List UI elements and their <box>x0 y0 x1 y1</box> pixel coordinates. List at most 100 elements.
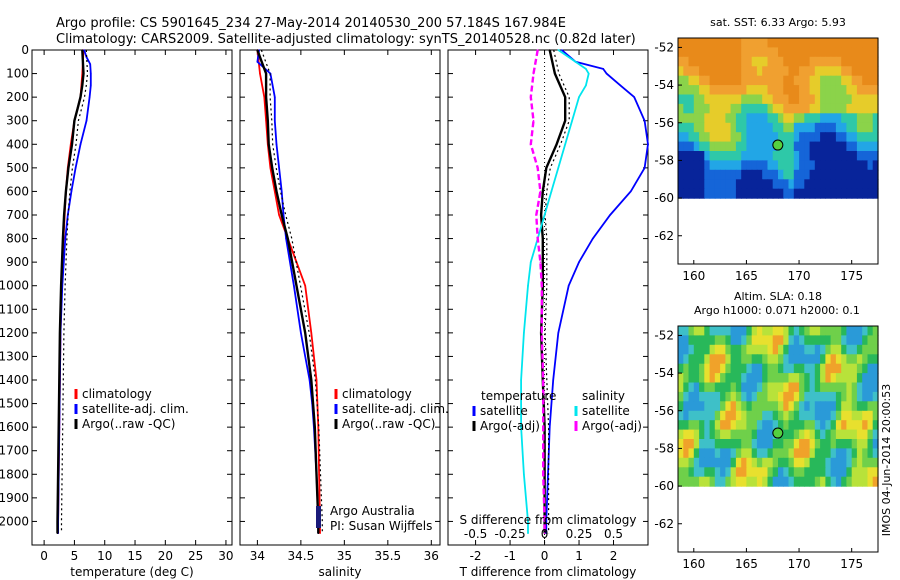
chart1-point <box>259 72 261 75</box>
map0-ytick-label: -60 <box>654 191 674 205</box>
chart0-point <box>76 108 79 110</box>
chart1-series-argo-adj-shadow <box>260 49 323 534</box>
chart2-point <box>542 426 544 428</box>
chart2-point <box>529 261 532 263</box>
chart0-ytick-label: 2000 <box>0 514 29 528</box>
chart2-point <box>539 190 542 193</box>
map0-title: sat. SST: 6.33 Argo: 5.93 <box>710 16 846 29</box>
map1-ytick-label: -52 <box>654 328 674 342</box>
map1-ytick-label: -62 <box>654 517 674 531</box>
chart2-point <box>602 68 604 70</box>
chart2-point <box>557 167 560 169</box>
chart0-point <box>56 532 59 535</box>
chart2-legend-title-left: temperature <box>481 389 556 403</box>
map0-ytick-label: -58 <box>654 153 674 167</box>
chart1-point <box>310 332 313 334</box>
chart0-point <box>67 167 70 169</box>
chart0-ytick-label: 1300 <box>0 349 29 363</box>
chart2-point <box>543 214 546 216</box>
map0-ytick-label: -54 <box>654 78 674 92</box>
map1-title: Altim. SLA: 0.18 <box>734 290 822 303</box>
chart1-point <box>271 167 273 169</box>
chart0-point <box>57 426 60 428</box>
map0-ytick-label: -56 <box>654 116 674 130</box>
chart1-point <box>317 532 320 535</box>
chart2-point <box>643 119 646 122</box>
chart0-point <box>74 167 77 169</box>
chart0-ytick-label: 0 <box>21 43 29 57</box>
map1-subtitle: Argo h1000: 0.071 h2000: 0.1 <box>694 304 860 317</box>
header-line2: Climatology: CARS2009. Satellite-adjuste… <box>56 32 636 47</box>
chart0-point <box>63 214 65 216</box>
chart0-ytick-label: 100 <box>6 67 29 81</box>
chart1-point <box>273 96 276 98</box>
chart0-ytick-label: 600 <box>6 184 29 198</box>
chart2-point <box>550 190 553 193</box>
chart2-xtick-label: -2 <box>470 549 482 563</box>
credit-stamp: IMOS 04-Jun-2014 20:00:53 <box>880 384 893 537</box>
chart2-point <box>536 237 539 240</box>
chart2-point <box>543 532 546 535</box>
chart2-point <box>543 520 546 523</box>
chart0-point <box>79 96 82 98</box>
map0-xtick-label: 175 <box>840 269 863 283</box>
chart0-series-argo-adj-shadow <box>60 49 89 534</box>
chart0-point <box>82 72 85 75</box>
chart2-point <box>532 72 535 75</box>
chart2-point <box>560 49 563 51</box>
map1-ytick-label: -54 <box>654 366 674 380</box>
chart2-point <box>609 214 611 216</box>
chart2-xtick-label: 1 <box>575 549 583 563</box>
chart2-xtick-top-label: 0 <box>541 527 549 541</box>
chart2-point <box>545 520 548 523</box>
chart0-ytick-label: 1700 <box>0 444 29 458</box>
chart0-point <box>65 190 67 193</box>
chart2-point <box>527 532 529 535</box>
chart0-point <box>83 49 85 51</box>
map1-xtick-label: 170 <box>788 557 811 571</box>
chart2-point <box>542 237 544 240</box>
chart2-xtick-label: -1 <box>504 549 516 563</box>
chart2-xtick-label: 0 <box>541 549 549 563</box>
chart0-legend-label: Argo(..raw -QC) <box>82 417 175 431</box>
chart1-point <box>308 379 311 381</box>
chart1-point <box>273 190 276 193</box>
chart1-point <box>267 143 270 146</box>
map1-ytick-label: -58 <box>654 441 674 455</box>
map1-ytick-label: -60 <box>654 479 674 493</box>
chart2-point <box>540 332 543 334</box>
chart1-point <box>313 426 316 428</box>
chart2-point <box>545 167 548 169</box>
chart2-xtick-top-label: 0.25 <box>566 527 593 541</box>
chart2-point <box>564 119 567 122</box>
chart2-point <box>520 379 522 381</box>
map1-xtick-label: 165 <box>735 557 758 571</box>
chart0-point <box>89 84 92 87</box>
chart0-point <box>59 332 61 334</box>
chart2-legend-label: Argo(-adj) <box>480 419 540 433</box>
chart2-point <box>542 261 544 263</box>
chart1-point <box>304 355 307 358</box>
chart1-xtick-label: 34.5 <box>288 549 315 563</box>
chart0-ytick-label: 1200 <box>0 326 29 340</box>
chart2-point <box>592 237 594 240</box>
credit-pi: PI: Susan Wijffels <box>330 519 432 533</box>
chart2-point <box>545 532 548 535</box>
chart2-point <box>619 84 622 87</box>
chart1-point <box>319 532 321 535</box>
chart2-xtick-label: 2 <box>610 549 618 563</box>
map0-frame <box>677 37 879 265</box>
chart0-legend-label: satellite-adj. clim. <box>82 402 189 416</box>
chart0-point <box>71 143 73 146</box>
chart1-legend-label: Argo(..raw -QC) <box>342 417 435 431</box>
chart2-point <box>605 72 608 75</box>
chart2-point <box>554 72 556 75</box>
chart2-point <box>552 379 554 381</box>
chart0-ytick-label: 1100 <box>0 302 29 316</box>
chart1-point <box>280 190 283 193</box>
chart1-point <box>263 96 266 98</box>
chart0-ytick-label: 1500 <box>0 397 29 411</box>
chart1-point <box>265 72 267 75</box>
chart0-xtick-label: 30 <box>218 549 233 563</box>
